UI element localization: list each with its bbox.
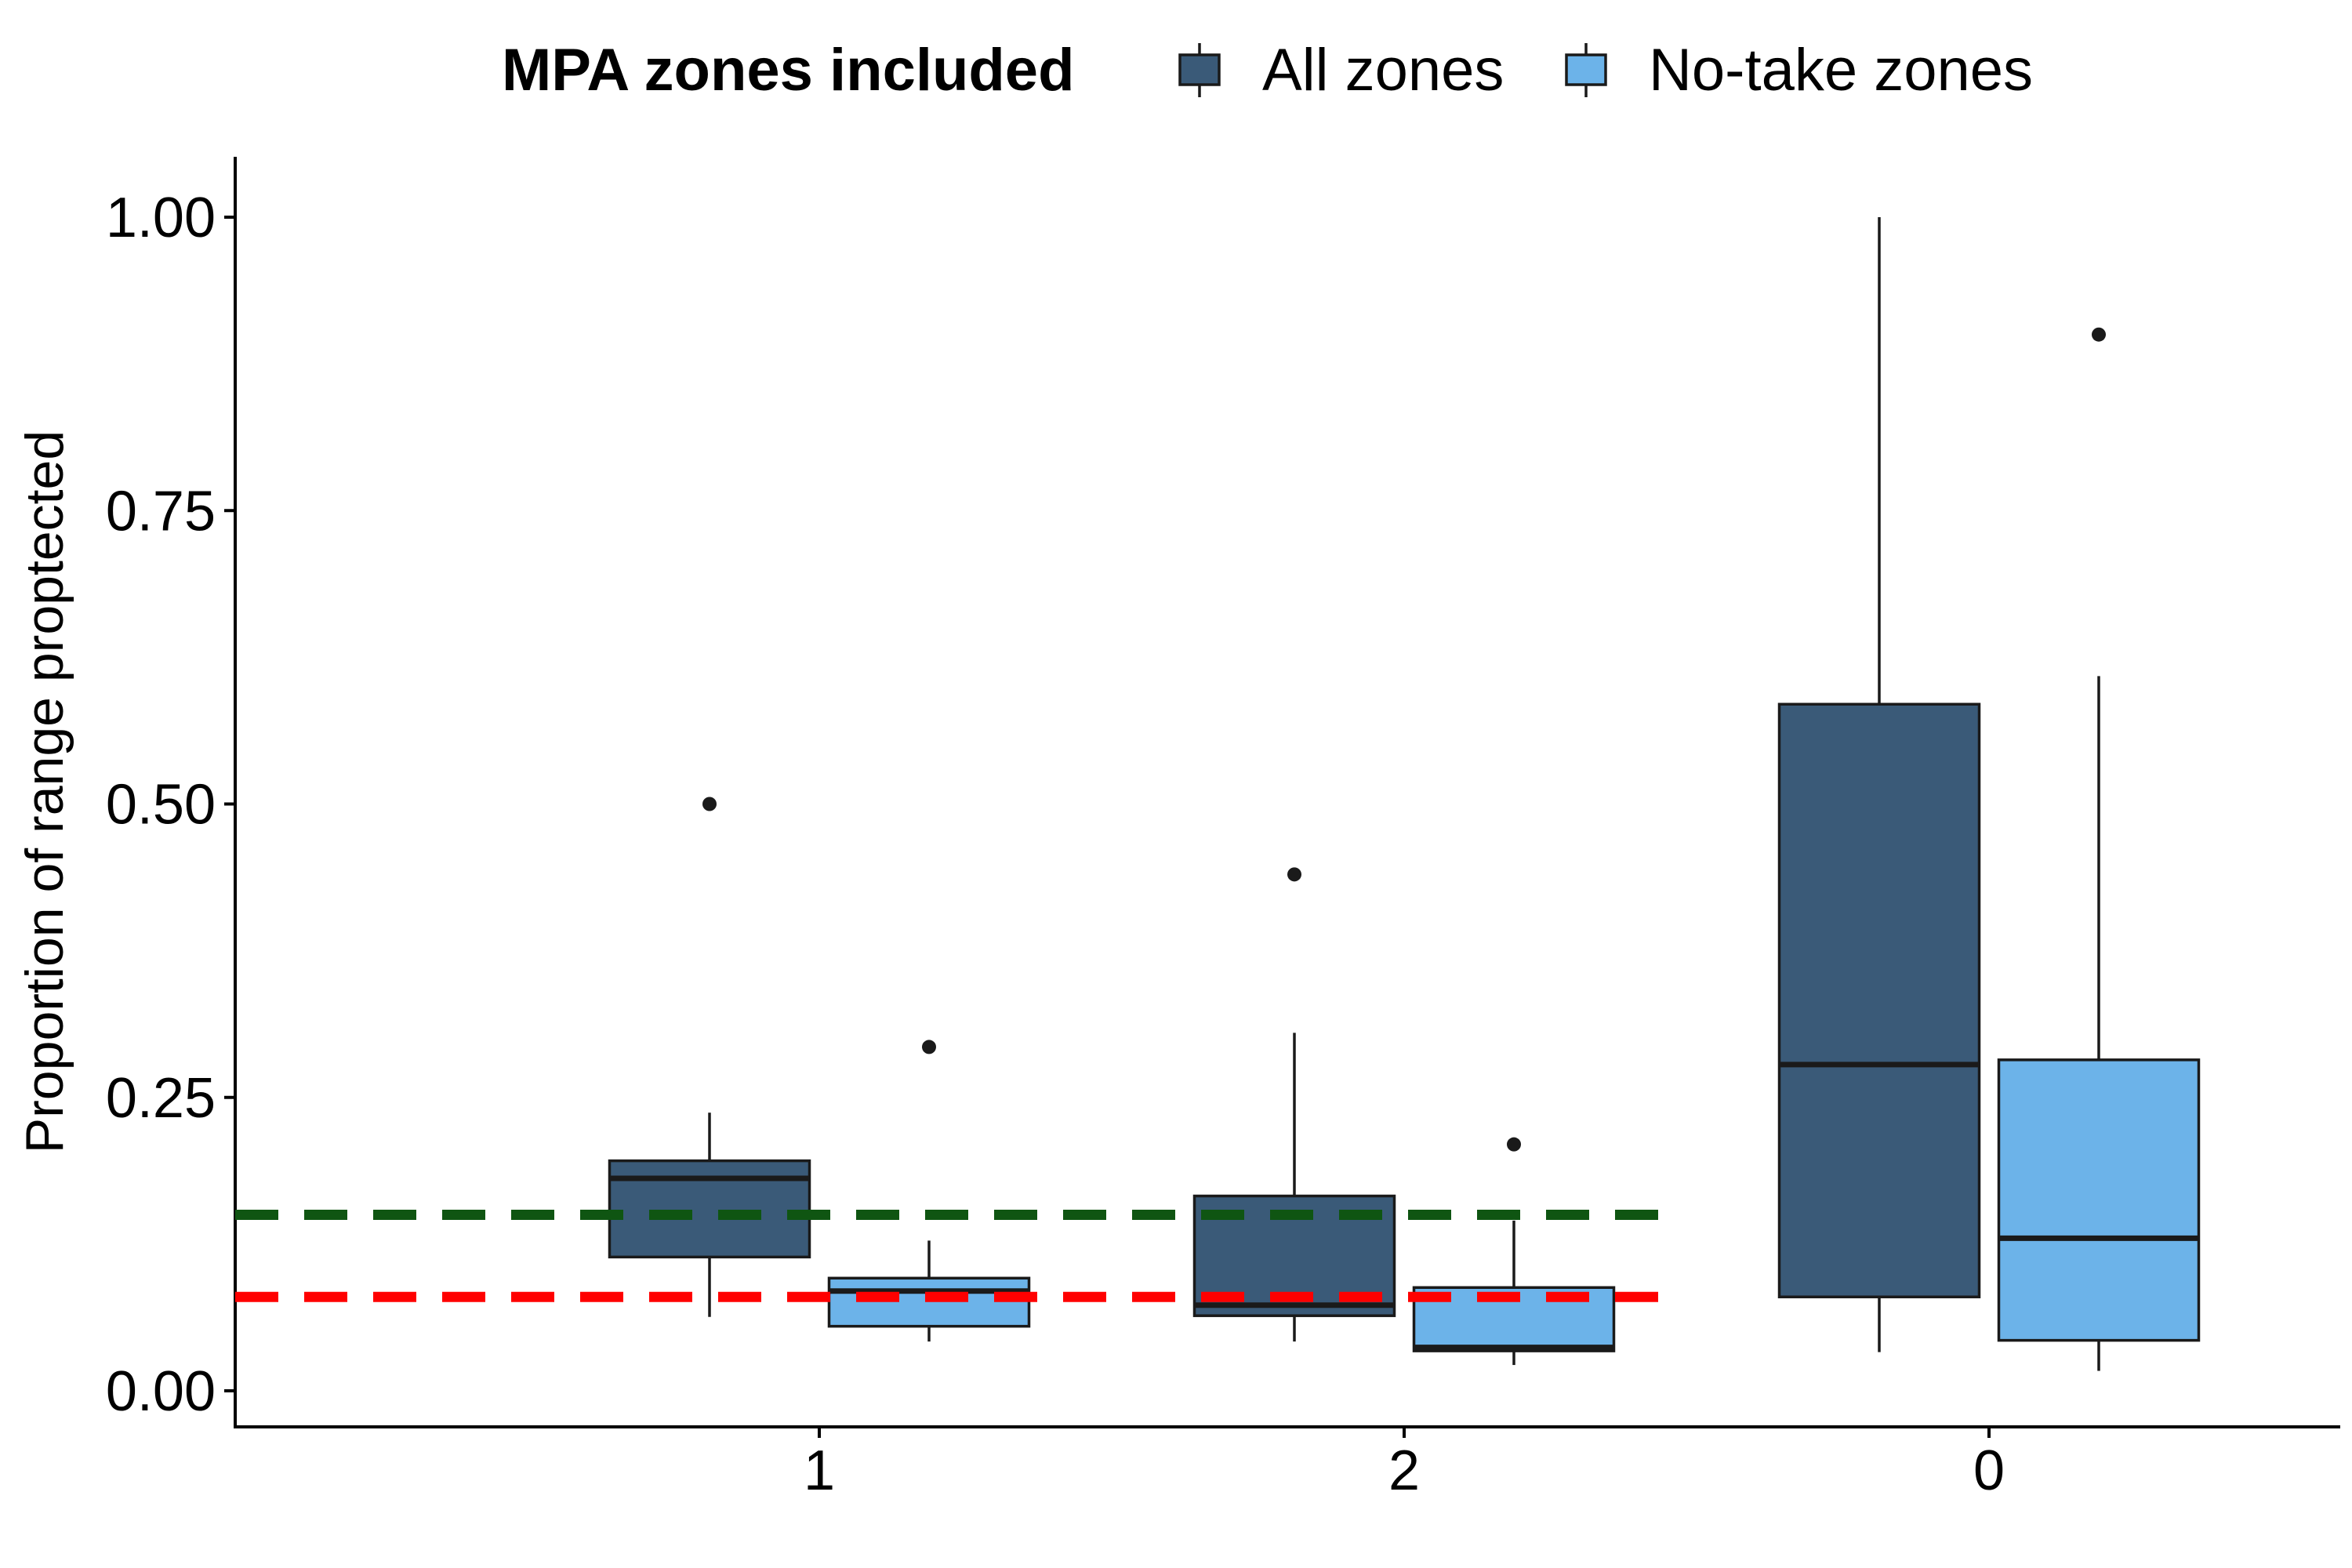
legend-label: All zones: [1262, 37, 1504, 103]
axes: 0.00 0.25 0.50 0.75 1.00 1 2 0 Proportion of r…: [15, 157, 2340, 1502]
legend-label: No-take zones: [1649, 37, 2033, 103]
x-tick-label: 2: [1388, 1439, 1420, 1502]
outlier-point: [922, 1040, 936, 1054]
boxes: [608, 217, 2201, 1371]
outlier-point: [2092, 327, 2106, 342]
box-all-zones-2: [1192, 867, 1396, 1342]
legend-item: All zones: [1178, 37, 1504, 103]
legend-title: MPA zones included: [502, 37, 1075, 103]
y-axis-title: Proportion of range proptected: [15, 430, 74, 1153]
box-iqr: [1997, 1058, 2201, 1342]
legend-key-box: [1565, 53, 1607, 86]
box-no-take-zones-1: [827, 1040, 1031, 1342]
legend: MPA zones included All zones No-take zone…: [502, 37, 2033, 103]
y-tick-label: 1.00: [106, 187, 216, 249]
y-tick-label: 0.75: [106, 480, 216, 543]
box-no-take-zones-2: [1412, 1137, 1616, 1366]
y-tick-label: 0.00: [106, 1360, 216, 1423]
x-tick-label: 1: [804, 1439, 835, 1502]
box-iqr: [608, 1159, 811, 1259]
y-tick-label: 0.25: [106, 1067, 216, 1130]
box-iqr: [1777, 702, 1981, 1298]
box-all-zones-1: [608, 797, 811, 1317]
outlier-point: [1287, 867, 1301, 882]
outlier-point: [1507, 1137, 1521, 1152]
box-all-zones-0: [1777, 217, 1981, 1352]
box-no-take-zones-0: [1997, 327, 2201, 1371]
y-tick-label: 0.50: [106, 774, 216, 837]
legend-key-box: [1178, 53, 1221, 86]
x-tick-label: 0: [1973, 1439, 2005, 1502]
outlier-point: [702, 797, 717, 811]
legend-item: No-take zones: [1565, 37, 2033, 103]
box-iqr: [827, 1276, 1031, 1328]
reference-lines: [235, 1209, 1674, 1302]
